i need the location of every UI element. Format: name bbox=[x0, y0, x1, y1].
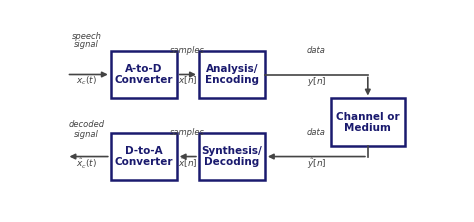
Text: signal: signal bbox=[74, 40, 99, 49]
Text: Analysis/
Encoding: Analysis/ Encoding bbox=[205, 64, 259, 85]
Text: D-to-A
Converter: D-to-A Converter bbox=[115, 146, 173, 167]
Text: speech: speech bbox=[72, 32, 102, 41]
Text: signal: signal bbox=[74, 130, 99, 139]
FancyBboxPatch shape bbox=[110, 133, 177, 180]
Text: $x[n]$: $x[n]$ bbox=[178, 75, 198, 86]
Text: Channel or
Medium: Channel or Medium bbox=[336, 112, 400, 133]
Text: $x_c(t)$: $x_c(t)$ bbox=[76, 75, 97, 87]
Text: samples: samples bbox=[170, 128, 205, 137]
Text: A-to-D
Converter: A-to-D Converter bbox=[115, 64, 173, 85]
FancyBboxPatch shape bbox=[199, 133, 265, 180]
Text: $y[n]$: $y[n]$ bbox=[307, 75, 326, 87]
Text: data: data bbox=[307, 46, 326, 55]
Text: $\hat{x}_c(t)$: $\hat{x}_c(t)$ bbox=[76, 157, 97, 171]
Text: $\hat{y}[n]$: $\hat{y}[n]$ bbox=[307, 157, 326, 171]
FancyBboxPatch shape bbox=[199, 51, 265, 98]
Text: samples: samples bbox=[170, 46, 205, 55]
FancyBboxPatch shape bbox=[331, 98, 405, 146]
Text: Synthesis/
Decoding: Synthesis/ Decoding bbox=[201, 146, 262, 167]
Text: $\hat{x}[n]$: $\hat{x}[n]$ bbox=[178, 157, 198, 170]
Text: decoded: decoded bbox=[69, 120, 105, 129]
FancyBboxPatch shape bbox=[110, 51, 177, 98]
Text: data: data bbox=[307, 128, 326, 137]
